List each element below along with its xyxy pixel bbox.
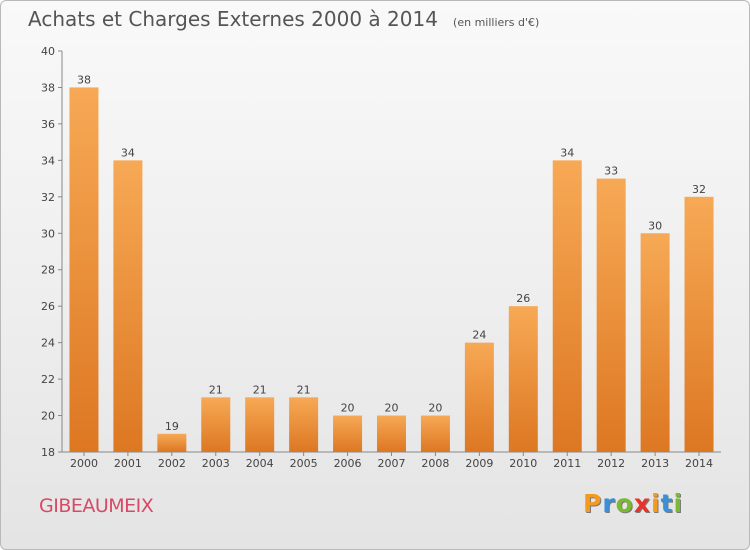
y-tick-label: 20 [41, 410, 55, 423]
x-tick-label: 2012 [597, 457, 625, 470]
y-tick-label: 24 [41, 337, 55, 350]
y-tick-label: 28 [41, 264, 55, 277]
data-label-2003: 21 [209, 383, 223, 396]
x-tick-label: 2004 [246, 457, 274, 470]
x-tick-label: 2013 [641, 457, 669, 470]
bars [69, 87, 714, 453]
logo-letter: r [602, 489, 616, 518]
bar-2006 [333, 415, 363, 452]
proxiti-logo: Proxiti [583, 489, 683, 518]
x-tick-label: 2007 [378, 457, 406, 470]
logo-letter: P [583, 489, 603, 518]
data-label-2009: 24 [472, 329, 486, 342]
bar-2013 [640, 233, 670, 452]
bar-2010 [508, 306, 538, 452]
bar-2003 [201, 397, 231, 452]
logo-letter: o [615, 489, 634, 518]
y-axis: 18 20 22 24 26 28 30 32 34 36 38 40 [41, 45, 63, 459]
y-tick-label: 40 [41, 45, 55, 58]
x-tick-label: 2009 [465, 457, 493, 470]
bar-2004 [245, 397, 275, 452]
data-label-2010: 26 [516, 292, 530, 305]
data-label-2005: 21 [297, 383, 311, 396]
y-tick-label: 32 [41, 191, 55, 204]
chart-title: Achats et Charges Externes 2000 à 2014 (… [28, 7, 539, 31]
x-axis: 2000 2001 2002 2003 2004 2005 2006 2007 2008 2009… [62, 451, 721, 470]
logo-letter: i [673, 489, 684, 518]
bar-2002 [157, 433, 187, 452]
y-tick-label: 22 [41, 373, 55, 386]
data-label-2002: 19 [165, 420, 179, 433]
y-tick-label: 38 [41, 81, 55, 94]
data-label-2006: 20 [341, 402, 355, 415]
bar-2007 [377, 415, 406, 452]
logo-letter: t [660, 489, 674, 518]
title-unit: (en milliers d'€) [453, 16, 540, 29]
bar-2008 [420, 415, 450, 452]
bar-2012 [596, 178, 626, 452]
bar-2000 [69, 87, 99, 453]
title-main: Achats et Charges Externes 2000 à 2014 [28, 7, 438, 31]
x-tick-label: 2011 [553, 457, 581, 470]
x-tick-label: 2010 [509, 457, 537, 470]
x-tick-label: 2014 [685, 457, 713, 470]
y-tick-label: 26 [41, 300, 55, 313]
x-tick-label: 2003 [202, 457, 230, 470]
logo-letter: i [651, 489, 661, 518]
data-label-2013: 30 [648, 219, 662, 232]
x-tick-label: 2002 [158, 457, 186, 470]
y-tick-label: 34 [41, 154, 55, 167]
bar-2011 [552, 160, 582, 452]
data-label-2012: 33 [604, 165, 618, 178]
x-tick-label: 2008 [421, 457, 449, 470]
bar-2005 [289, 397, 319, 452]
data-label-2004: 21 [253, 383, 267, 396]
bar-2014 [684, 196, 714, 452]
data-label-2000: 38 [77, 73, 91, 86]
y-tick-label: 30 [41, 227, 55, 240]
bar-2009 [464, 342, 494, 452]
bar-2001 [113, 160, 143, 452]
data-label-2007: 20 [385, 402, 399, 415]
x-tick-label: 2000 [70, 457, 98, 470]
y-tick-label: 36 [41, 118, 55, 131]
data-label-2014: 32 [692, 183, 706, 196]
data-label-2001: 34 [121, 146, 135, 159]
x-tick-label: 2006 [334, 457, 362, 470]
logo-letter: x [633, 489, 651, 518]
data-label-2011: 34 [560, 146, 574, 159]
data-labels: 38 34 19 21 21 21 20 20 20 24 26 34 33 30 32 [77, 73, 706, 432]
x-tick-label: 2001 [114, 457, 142, 470]
commune-name: GIBEAUMEIX [39, 495, 154, 517]
y-tick-label: 18 [41, 446, 55, 459]
data-label-2008: 20 [428, 402, 442, 415]
x-tick-label: 2005 [290, 457, 318, 470]
